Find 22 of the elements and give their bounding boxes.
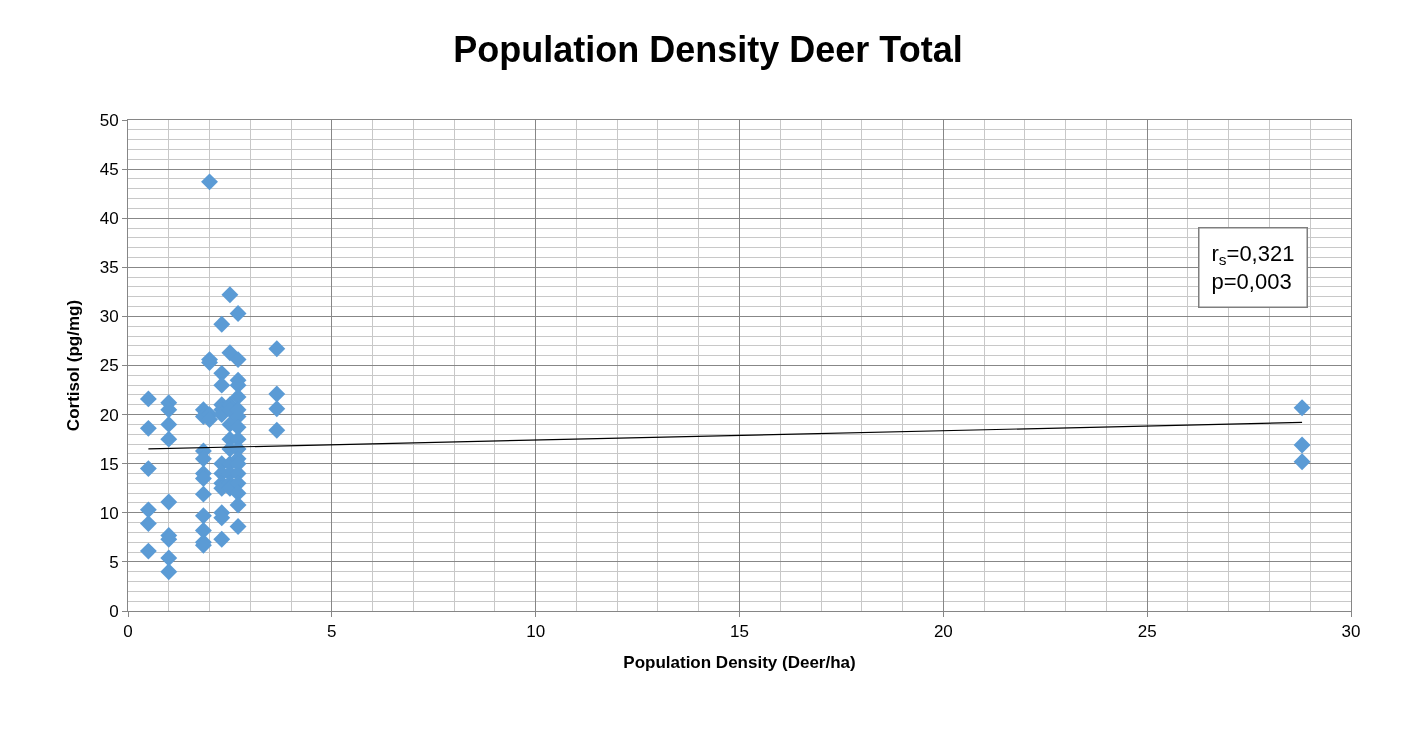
y-tick-label: 0: [109, 601, 119, 621]
x-tick-label: 30: [1341, 622, 1361, 642]
y-tick-label: 5: [109, 552, 119, 572]
x-tick-label: 25: [1137, 622, 1157, 642]
x-tick-label: 15: [730, 622, 749, 642]
x-tick-label: 20: [933, 622, 953, 642]
y-tick-label: 30: [99, 307, 119, 327]
chart-title: Population Density Deer Total: [453, 28, 963, 70]
y-tick-label: 15: [99, 454, 119, 474]
y-tick-label: 40: [99, 209, 119, 229]
y-tick-label: 10: [99, 503, 119, 523]
y-tick-label: 50: [99, 110, 119, 130]
y-tick-label: 35: [99, 258, 119, 278]
y-tick-label: 25: [99, 356, 119, 376]
x-tick-label: 10: [526, 622, 546, 642]
x-tick-label: 5: [327, 622, 337, 642]
y-tick-label: 45: [99, 160, 119, 180]
y-axis-title: Cortisol (pg/mg): [64, 299, 84, 432]
annotation: r$_{s}$=0,321 p=0,003: [1211, 240, 1295, 295]
y-tick-label: 20: [99, 405, 119, 425]
x-tick-label: 0: [123, 622, 133, 642]
x-axis-title: Population Density (Deer/ha): [623, 652, 856, 672]
